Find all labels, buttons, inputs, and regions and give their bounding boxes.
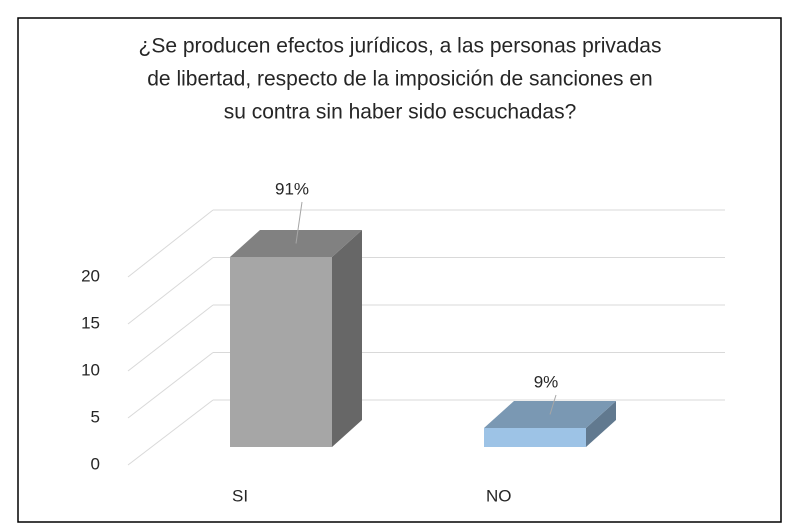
grid-line — [127, 257, 214, 325]
grid-line — [127, 399, 214, 466]
grid-line — [127, 209, 214, 278]
y-tick-label: 10 — [81, 360, 100, 379]
bar — [484, 428, 586, 447]
chart-title: ¿Se producen efectos jurídicos, a las pe… — [139, 35, 662, 58]
data-label: 91% — [275, 179, 309, 198]
y-tick-label: 0 — [91, 454, 100, 473]
chart-title: de libertad, respecto de la imposición d… — [147, 68, 652, 91]
y-tick-label: 15 — [81, 313, 100, 332]
leader-line — [549, 394, 557, 415]
grid-line — [127, 304, 214, 372]
chart-title: su contra sin haber sido escuchadas? — [224, 101, 577, 124]
leader-line — [295, 201, 303, 244]
chart-frame — [17, 17, 782, 523]
y-tick-label: 20 — [81, 266, 100, 285]
bar — [230, 257, 332, 447]
y-tick-label: 5 — [91, 407, 100, 426]
data-label: 9% — [534, 372, 559, 391]
grid-line — [127, 352, 214, 419]
x-tick-label: SI — [232, 486, 248, 505]
bar-side — [332, 230, 362, 447]
bar-side — [586, 401, 616, 447]
x-tick-label: NO — [486, 486, 512, 505]
